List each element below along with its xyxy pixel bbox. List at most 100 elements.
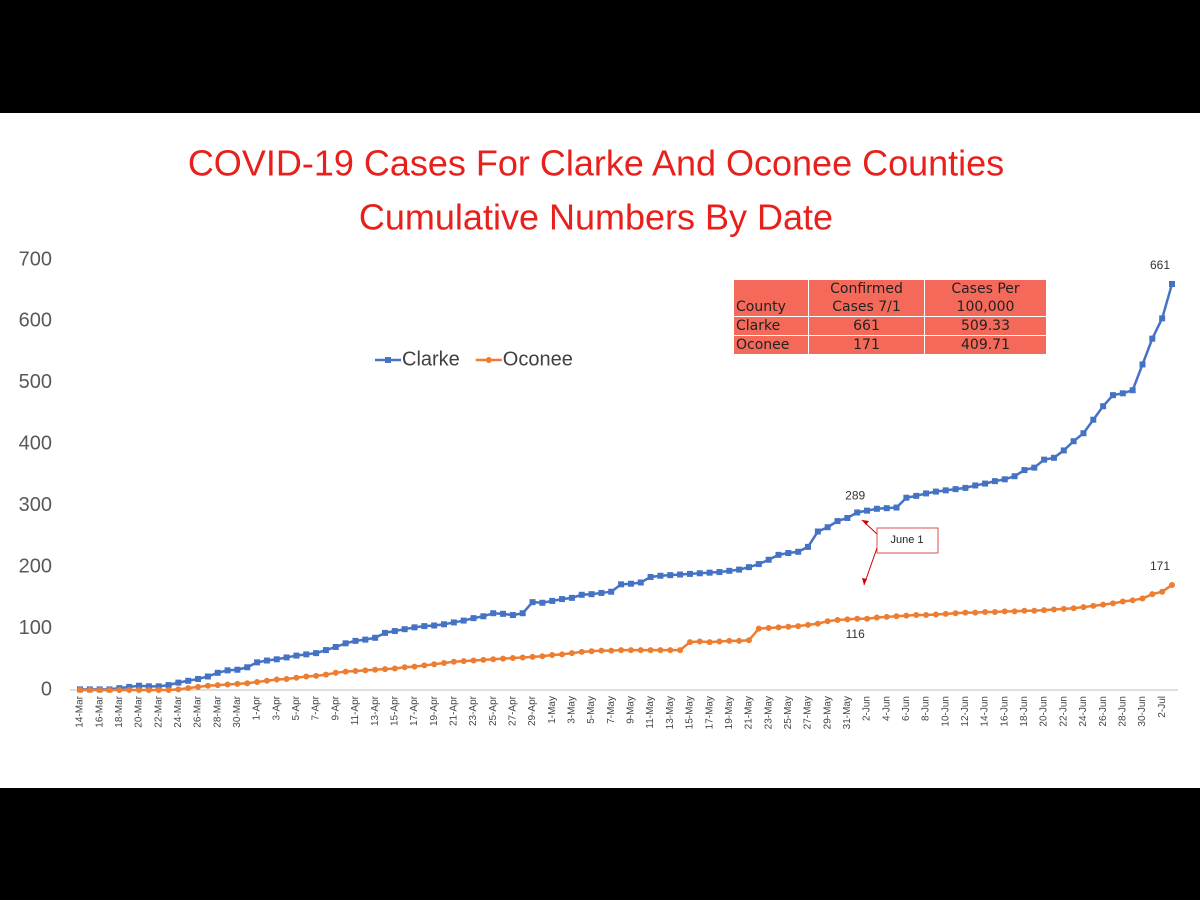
point: [1021, 467, 1028, 474]
panel: [0, 113, 1200, 788]
point: [155, 683, 162, 690]
x-tick-label: 17-Apr: [409, 695, 420, 726]
legend-marker: [485, 357, 492, 363]
point: [1041, 456, 1048, 463]
x-tick-label: 2-Jul: [1157, 696, 1168, 718]
point: [431, 661, 438, 668]
point: [726, 567, 733, 574]
point: [893, 613, 900, 620]
point: [106, 687, 113, 693]
point: [903, 612, 910, 619]
x-tick-label: 4-Jun: [881, 696, 892, 721]
point: [421, 662, 428, 669]
point: [293, 652, 300, 659]
x-tick-label: 27-Apr: [508, 695, 519, 726]
point: [470, 657, 477, 664]
point: [1139, 361, 1146, 368]
point: [854, 615, 861, 622]
series-line: [80, 583, 1173, 692]
point: [431, 622, 438, 629]
point: [1119, 390, 1126, 397]
point: [1080, 430, 1087, 437]
point: [677, 647, 684, 654]
point: [1021, 607, 1028, 614]
point: [1119, 598, 1126, 605]
point: [234, 680, 241, 687]
point: [647, 647, 654, 654]
point: [529, 599, 536, 606]
point: [568, 650, 575, 657]
point: [962, 609, 969, 616]
point: [381, 629, 388, 636]
point: [706, 569, 713, 576]
point: [627, 647, 634, 654]
point: [677, 571, 684, 578]
x-tick-label: 19-Apr: [429, 695, 440, 726]
point: [972, 609, 979, 616]
point: [303, 673, 310, 680]
point: [568, 594, 575, 601]
point: [224, 681, 231, 688]
point: [686, 639, 693, 646]
point: [647, 573, 654, 580]
cell: Clarke: [733, 316, 809, 336]
point: [441, 621, 447, 628]
point: [1090, 416, 1097, 423]
point: [529, 653, 536, 660]
y-tick-label: 500: [19, 371, 52, 393]
point: [519, 610, 526, 617]
y-tick-label: 200: [19, 555, 52, 577]
x-tick-label: 24-Mar: [173, 695, 184, 727]
x-tick-label: 28-Jun: [1117, 696, 1128, 727]
point: [352, 637, 359, 644]
x-tick-label: 15-May: [685, 696, 696, 729]
point: [755, 561, 762, 568]
x-tick-label: 5-May: [586, 696, 597, 724]
header-cell: County: [733, 279, 809, 317]
point: [214, 669, 221, 676]
point: [1139, 595, 1146, 602]
annotation: June 1: [890, 534, 923, 546]
point: [588, 648, 595, 655]
x-tick-label: 16-Jun: [999, 696, 1010, 727]
x-tick-label: 27-May: [803, 696, 814, 729]
point: [1149, 335, 1156, 342]
point: [618, 581, 625, 588]
point: [450, 619, 457, 626]
point: [696, 638, 703, 645]
x-tick-label: 30-Mar: [232, 695, 243, 727]
point: [559, 651, 566, 658]
point: [814, 528, 821, 535]
x-tick-label: 10-Jun: [940, 696, 951, 727]
point: [736, 566, 743, 573]
point: [1031, 464, 1038, 471]
point: [1060, 605, 1067, 612]
point: [598, 589, 605, 596]
x-tick-label: 28-Mar: [212, 695, 223, 727]
y-tick-label: 600: [19, 310, 52, 332]
point: [952, 610, 959, 617]
x-tick-label: 21-Apr: [448, 695, 459, 726]
x-tick-label: 23-Apr: [468, 695, 479, 726]
x-tick-label: 14-Mar: [75, 695, 86, 727]
point: [775, 551, 782, 558]
cell: 171: [808, 335, 925, 355]
point: [539, 599, 546, 606]
x-tick-label: 7-May: [606, 696, 617, 724]
point: [795, 548, 802, 555]
point: [962, 484, 969, 491]
point: [500, 610, 507, 617]
data-label: 289: [845, 489, 865, 503]
x-tick-label: 22-Jun: [1058, 696, 1069, 727]
point: [706, 639, 713, 646]
point: [1109, 600, 1116, 607]
point: [126, 683, 133, 690]
table-row: Oconee 171 409.71: [733, 335, 1047, 355]
point: [765, 556, 772, 563]
annotation-box: [876, 527, 939, 554]
point: [785, 623, 792, 630]
point: [165, 682, 172, 689]
point: [854, 509, 861, 516]
x-tick-label: 25-Apr: [488, 695, 499, 726]
cell: 661: [808, 316, 925, 336]
